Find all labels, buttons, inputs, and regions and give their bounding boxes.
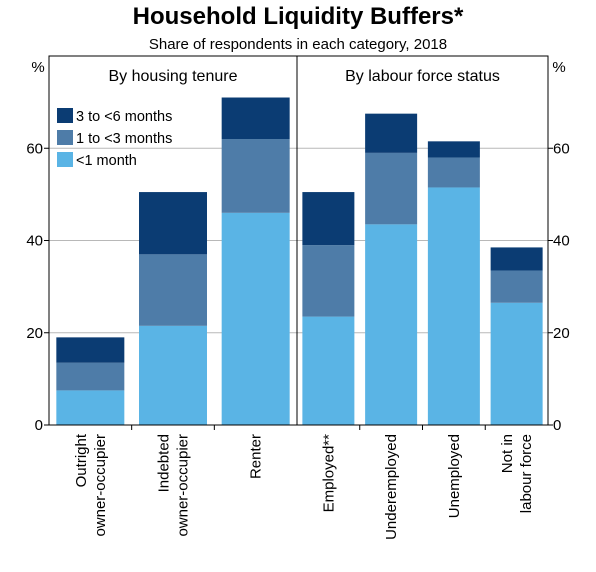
bar-segment xyxy=(221,212,290,425)
x-category-labels: Outright owner-occupier Indebted owner-occu… xyxy=(73,433,535,540)
bar-segment xyxy=(427,187,480,425)
y-unit-left: % xyxy=(31,59,44,76)
bar-segment xyxy=(139,254,207,326)
y-unit-right: % xyxy=(552,59,565,76)
legend: 3 to <6 months 1 to <3 months <1 month xyxy=(57,108,172,169)
bar-segment xyxy=(56,362,125,391)
legend-label: <1 month xyxy=(76,153,137,169)
category-label-line: Unemployed xyxy=(446,434,463,518)
category-label: Outright owner-occupier xyxy=(73,433,109,536)
category-label-line: Indebted xyxy=(156,434,173,492)
bar-segment xyxy=(139,192,207,255)
bar-segment xyxy=(365,152,418,225)
bar-segment xyxy=(490,247,543,271)
bar-segment xyxy=(365,113,418,153)
chart-title: Household Liquidity Buffers* xyxy=(133,3,464,30)
bar-segment xyxy=(490,302,543,425)
category-label-line: owner-occupier xyxy=(92,434,109,537)
category-label: Unemployed xyxy=(446,434,463,518)
bar-segment xyxy=(302,245,355,317)
bar-segment xyxy=(365,224,418,425)
legend-swatch xyxy=(57,108,73,123)
y-tick-label-right: 20 xyxy=(553,325,570,342)
legend-label: 3 to <6 months xyxy=(76,109,172,125)
category-label: Indebted owner-occupier xyxy=(156,434,192,537)
y-tick-label-right: 60 xyxy=(553,140,570,157)
category-label: Underemployed xyxy=(383,434,400,540)
category-label: Not in labour force xyxy=(499,434,535,513)
panel-title-housing: By housing tenure xyxy=(109,68,238,85)
category-label-line: Underemployed xyxy=(383,434,400,540)
legend-label: 1 to <3 months xyxy=(76,131,172,147)
category-label-line: Employed** xyxy=(320,434,337,513)
y-tick-label-left: 20 xyxy=(26,325,43,342)
y-tick-label-left: 40 xyxy=(26,233,43,250)
category-label: Employed** xyxy=(320,434,337,513)
legend-swatch xyxy=(57,152,73,167)
y-ticks: 0 0 20 20 40 40 60 60 xyxy=(26,140,569,434)
bar-segment xyxy=(302,316,355,425)
bar-segment xyxy=(302,192,355,246)
bar-segment xyxy=(221,139,290,213)
bar-segment xyxy=(490,270,543,303)
y-tick-label-left: 60 xyxy=(26,140,43,157)
legend-swatch xyxy=(57,130,73,145)
bar-segment xyxy=(56,337,125,363)
bar-segment xyxy=(427,141,480,158)
y-tick-label-left: 0 xyxy=(35,417,43,434)
panel-title-labour: By labour force status xyxy=(345,68,500,85)
bar-segment xyxy=(427,157,480,188)
category-label-line: owner-occupier xyxy=(175,434,192,537)
bar-segment xyxy=(139,325,207,425)
y-tick-label-right: 40 xyxy=(553,233,570,250)
category-label-line: Not in xyxy=(499,434,516,473)
y-tick-label-right: 0 xyxy=(553,417,561,434)
category-label-line: Renter xyxy=(248,434,265,479)
bar-segment xyxy=(221,97,290,140)
category-label-line: Outright xyxy=(73,433,90,487)
bar-segment xyxy=(56,390,125,425)
bars xyxy=(56,97,543,425)
chart-subtitle: Share of respondents in each category, 2… xyxy=(149,36,447,53)
category-label-line: labour force xyxy=(518,434,535,513)
category-label: Renter xyxy=(248,434,265,479)
